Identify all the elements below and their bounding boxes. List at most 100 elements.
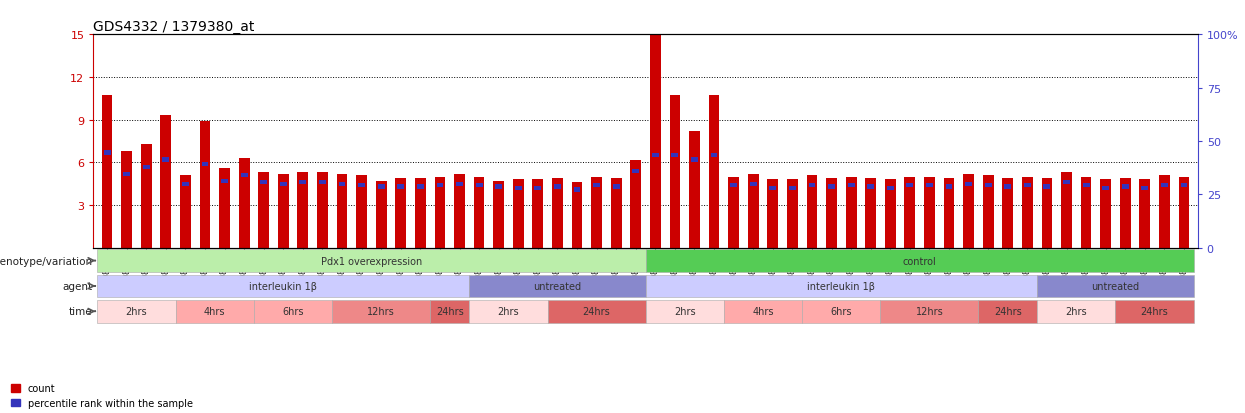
- Bar: [1043, 185, 1051, 189]
- Bar: [886, 186, 894, 191]
- Text: 24hrs: 24hrs: [583, 306, 610, 316]
- Bar: [97, 275, 469, 298]
- Text: 2hrs: 2hrs: [1066, 306, 1087, 316]
- Bar: [469, 300, 548, 323]
- Bar: [1037, 275, 1194, 298]
- Bar: [789, 186, 796, 191]
- Text: control: control: [903, 256, 936, 266]
- Bar: [415, 179, 426, 248]
- Bar: [593, 184, 600, 188]
- Bar: [979, 300, 1037, 323]
- Text: 6hrs: 6hrs: [283, 306, 304, 316]
- Bar: [161, 116, 172, 248]
- Bar: [652, 154, 659, 158]
- Bar: [278, 174, 289, 248]
- Bar: [240, 173, 248, 178]
- Bar: [574, 188, 580, 192]
- Bar: [1101, 180, 1111, 248]
- Text: 4hrs: 4hrs: [204, 306, 225, 316]
- Bar: [671, 154, 679, 158]
- Bar: [946, 185, 952, 189]
- Bar: [102, 96, 112, 248]
- Bar: [1179, 177, 1189, 248]
- Bar: [258, 173, 269, 248]
- Bar: [396, 179, 406, 248]
- Bar: [848, 184, 854, 188]
- Bar: [493, 181, 504, 248]
- Text: 2hrs: 2hrs: [674, 306, 696, 316]
- Bar: [723, 300, 802, 323]
- Bar: [513, 180, 524, 248]
- Bar: [632, 169, 639, 173]
- Bar: [645, 300, 723, 323]
- Bar: [1119, 179, 1130, 248]
- Bar: [435, 177, 446, 248]
- Bar: [336, 174, 347, 248]
- Bar: [473, 177, 484, 248]
- Bar: [591, 177, 603, 248]
- Bar: [454, 174, 464, 248]
- Bar: [1116, 300, 1194, 323]
- Bar: [254, 300, 332, 323]
- Bar: [924, 177, 935, 248]
- Bar: [688, 132, 700, 248]
- Bar: [1102, 186, 1109, 191]
- Text: Pdx1 overexpression: Pdx1 overexpression: [321, 256, 422, 266]
- Bar: [1122, 185, 1129, 189]
- Bar: [731, 184, 737, 188]
- Bar: [533, 180, 543, 248]
- Bar: [1061, 173, 1072, 248]
- Bar: [300, 181, 306, 185]
- Bar: [356, 176, 367, 248]
- Bar: [1023, 184, 1031, 188]
- Bar: [1139, 180, 1150, 248]
- Bar: [181, 176, 190, 248]
- Bar: [397, 185, 405, 189]
- Bar: [708, 96, 720, 248]
- Text: 2hrs: 2hrs: [498, 306, 519, 316]
- Bar: [982, 176, 994, 248]
- Text: untreated: untreated: [533, 281, 581, 291]
- Text: genotype/variation: genotype/variation: [0, 256, 92, 266]
- Bar: [202, 162, 208, 166]
- Bar: [219, 169, 230, 248]
- Bar: [1142, 186, 1148, 191]
- Bar: [143, 165, 149, 169]
- Text: 24hrs: 24hrs: [994, 306, 1022, 316]
- Bar: [377, 185, 385, 189]
- Bar: [670, 96, 680, 248]
- Bar: [906, 184, 914, 188]
- Bar: [359, 184, 365, 188]
- Text: 12hrs: 12hrs: [915, 306, 944, 316]
- Bar: [260, 181, 268, 185]
- Text: GDS4332 / 1379380_at: GDS4332 / 1379380_at: [93, 20, 255, 34]
- Text: interleukin 1β: interleukin 1β: [249, 281, 317, 291]
- Bar: [749, 182, 757, 186]
- Bar: [97, 249, 645, 272]
- Bar: [469, 275, 645, 298]
- Text: 6hrs: 6hrs: [830, 306, 852, 316]
- Legend: count, percentile rank within the sample: count, percentile rank within the sample: [11, 383, 193, 408]
- Bar: [431, 300, 469, 323]
- Bar: [534, 186, 542, 191]
- Bar: [645, 249, 1194, 272]
- Bar: [1005, 185, 1011, 189]
- Bar: [339, 182, 345, 186]
- Bar: [554, 185, 560, 189]
- Bar: [1063, 181, 1069, 185]
- Bar: [437, 184, 443, 188]
- Bar: [332, 300, 431, 323]
- Bar: [767, 180, 778, 248]
- Bar: [515, 186, 522, 191]
- Bar: [880, 300, 979, 323]
- Text: 2hrs: 2hrs: [126, 306, 147, 316]
- Bar: [176, 300, 254, 323]
- Bar: [865, 179, 876, 248]
- Text: time: time: [68, 306, 92, 316]
- Text: 12hrs: 12hrs: [367, 306, 395, 316]
- Bar: [97, 300, 176, 323]
- Bar: [1037, 300, 1116, 323]
- Bar: [944, 179, 955, 248]
- Bar: [828, 185, 835, 189]
- Bar: [650, 35, 661, 248]
